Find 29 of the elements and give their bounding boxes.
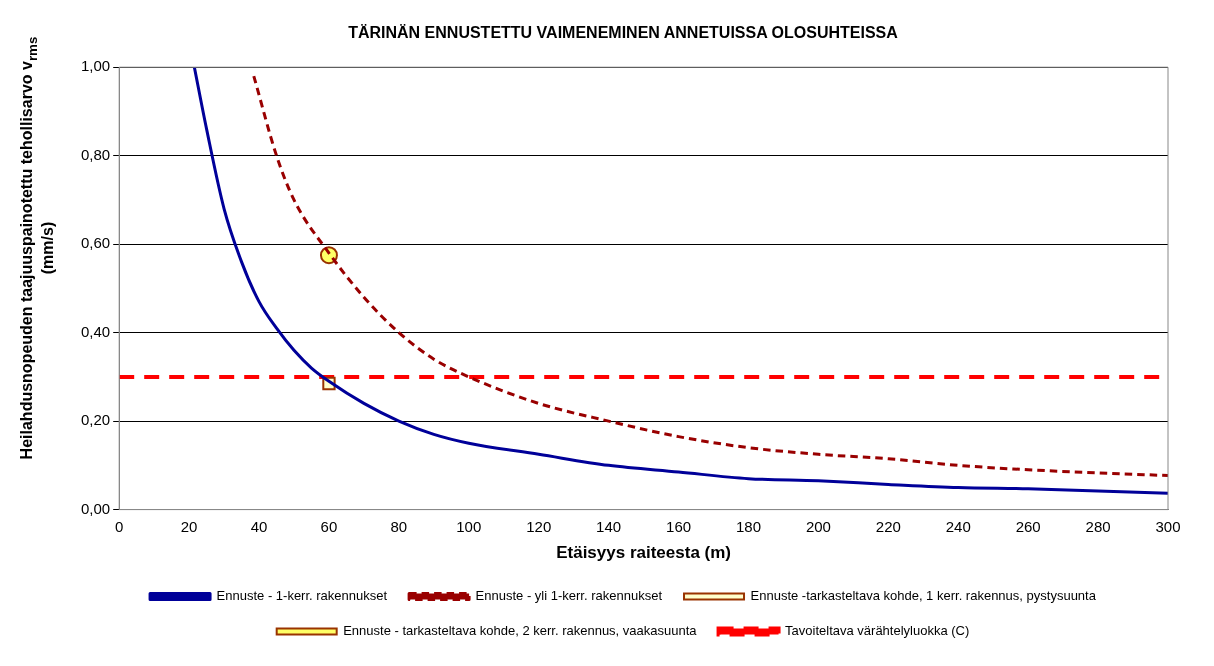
y-tick-label: 0,80 <box>80 145 111 163</box>
y-tick-label: 0,40 <box>80 322 111 340</box>
x-tick-label: 60 <box>320 517 338 535</box>
x-tick-label: 100 <box>456 517 482 535</box>
y-tick-label: 0,20 <box>80 411 111 429</box>
legend-label: Ennuste -tarkasteltava kohde, 1 kerr. rakennus, pystysuunta <box>750 588 1097 604</box>
x-tick-label: 180 <box>735 517 761 535</box>
x-tick-label: 260 <box>1015 517 1041 535</box>
legend-label: Ennuste - 1-kerr. rakennukset <box>216 588 388 604</box>
x-tick-label: 0 <box>115 517 124 535</box>
x-tick-label: 20 <box>180 517 198 535</box>
x-tick-label: 40 <box>250 517 268 535</box>
y-tick-label: 1,00 <box>80 57 111 75</box>
x-tick-label: 120 <box>526 517 552 535</box>
legend-label: Ennuste - yli 1-kerr. rakennukset <box>475 588 663 604</box>
x-tick-label: 220 <box>875 517 901 535</box>
y-tick-label: 0,00 <box>80 499 111 517</box>
x-tick-label: 140 <box>596 517 622 535</box>
x-tick-label: 200 <box>805 517 831 535</box>
x-tick-label: 160 <box>666 517 692 535</box>
x-tick-label: 280 <box>1085 517 1111 535</box>
legend-label: Tavoiteltava värähtelyluokka (C) <box>785 623 970 639</box>
legend-label: Ennuste - tarkasteltava kohde, 2 kerr. rakennus, vaakasuunta <box>343 623 698 639</box>
x-tick-label: 240 <box>945 517 971 535</box>
x-tick-label: 300 <box>1155 517 1181 535</box>
chart-title: TÄRINÄN ENNUSTETTU VAIMENEMINEN ANNETUISSA OLOSUHTEISSA <box>348 24 899 42</box>
x-axis-title: Etäisyys raiteesta (m) <box>556 543 732 563</box>
y-tick-label: 0,60 <box>80 234 111 252</box>
x-tick-label: 80 <box>390 517 408 535</box>
